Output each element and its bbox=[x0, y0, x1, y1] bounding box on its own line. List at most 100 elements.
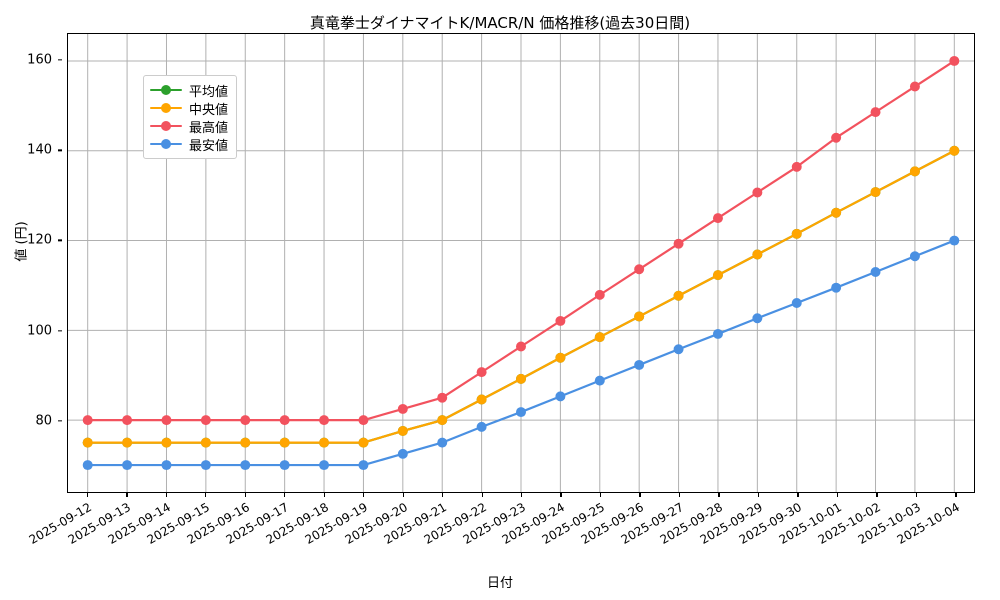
data-point bbox=[437, 392, 448, 403]
series-line bbox=[86, 149, 956, 444]
data-point bbox=[752, 313, 763, 324]
x-axis-tick-labels: 2025-09-12 2025-09-13 2025-09-14 2025-09-15… bbox=[26, 493, 975, 573]
x-tick-mark bbox=[718, 493, 720, 497]
data-point bbox=[634, 311, 645, 322]
data-point bbox=[831, 132, 842, 143]
data-point bbox=[791, 228, 802, 239]
y-tick-label: 80 bbox=[35, 413, 52, 429]
data-point bbox=[712, 328, 723, 339]
legend-item-3[interactable]: 最安値 bbox=[150, 135, 229, 154]
series-line bbox=[86, 149, 956, 444]
data-point bbox=[949, 235, 960, 246]
data-point bbox=[279, 437, 290, 448]
x-tick-mark bbox=[876, 493, 878, 497]
y-tick-label: 100 bbox=[27, 323, 52, 339]
data-point bbox=[319, 437, 330, 448]
legend-item-1[interactable]: 中央値 bbox=[150, 99, 229, 118]
data-point bbox=[516, 373, 526, 384]
x-axis-label: 日付 bbox=[486, 576, 513, 591]
data-point bbox=[358, 437, 369, 448]
data-point bbox=[634, 264, 645, 275]
data-point bbox=[82, 460, 93, 471]
data-point bbox=[319, 415, 330, 426]
grid-lines bbox=[68, 34, 974, 492]
legend-label: 中央値 bbox=[189, 102, 229, 118]
x-tick-mark bbox=[797, 493, 799, 497]
data-point bbox=[358, 460, 369, 471]
x-tick-mark bbox=[86, 493, 89, 497]
legend-swatch-icon bbox=[150, 84, 182, 96]
data-point bbox=[594, 289, 605, 300]
series-0 bbox=[82, 145, 960, 448]
data-point bbox=[870, 107, 881, 118]
data-point bbox=[870, 267, 881, 277]
x-tick-mark bbox=[521, 493, 523, 497]
data-point bbox=[397, 448, 408, 459]
x-tick-mark bbox=[955, 493, 957, 497]
x-tick-mark bbox=[757, 493, 760, 497]
data-point bbox=[831, 282, 842, 293]
data-point bbox=[161, 437, 172, 448]
y-tick-mark bbox=[58, 239, 62, 242]
data-point bbox=[122, 460, 133, 471]
data-point bbox=[397, 425, 408, 436]
data-point bbox=[949, 145, 960, 156]
data-point bbox=[358, 415, 369, 426]
data-point bbox=[397, 403, 408, 414]
data-point bbox=[673, 238, 684, 249]
data-point bbox=[437, 437, 448, 448]
data-point bbox=[200, 460, 211, 471]
data-point bbox=[240, 415, 251, 426]
data-point bbox=[161, 415, 172, 426]
legend-item-0[interactable]: 平均値 bbox=[150, 81, 228, 100]
data-point bbox=[752, 249, 763, 260]
x-tick-mark bbox=[126, 493, 128, 497]
x-tick-mark bbox=[323, 493, 325, 497]
data-point bbox=[909, 166, 920, 177]
x-tick-mark bbox=[402, 493, 404, 497]
data-point bbox=[752, 187, 763, 198]
y-axis-label: 値 (円) bbox=[14, 221, 30, 262]
legend-swatch-icon bbox=[150, 102, 182, 114]
legend-swatch-icon bbox=[150, 120, 182, 132]
legend-label: 最安値 bbox=[189, 138, 229, 154]
data-point bbox=[516, 407, 526, 418]
data-point bbox=[240, 437, 251, 448]
x-tick-mark bbox=[284, 493, 286, 497]
legend-swatch-icon bbox=[150, 138, 182, 150]
y-tick-label: 160 bbox=[27, 52, 52, 68]
data-point bbox=[279, 415, 290, 426]
data-point bbox=[673, 344, 684, 355]
data-point bbox=[200, 415, 211, 426]
data-point bbox=[122, 415, 133, 426]
data-point bbox=[949, 55, 960, 66]
y-tick-mark bbox=[58, 149, 62, 151]
x-tick-mark bbox=[560, 493, 562, 497]
legend-item-2[interactable]: 最高値 bbox=[150, 117, 228, 136]
x-tick-mark bbox=[205, 493, 207, 497]
x-tick-mark bbox=[481, 493, 483, 497]
data-point bbox=[161, 460, 172, 471]
x-tick-mark bbox=[244, 493, 246, 497]
data-point bbox=[791, 161, 802, 172]
data-series-layer bbox=[68, 34, 974, 492]
data-point bbox=[476, 421, 487, 432]
x-tick-mark bbox=[915, 493, 918, 497]
data-point bbox=[594, 332, 605, 343]
y-tick-mark bbox=[58, 420, 62, 422]
data-point bbox=[909, 81, 920, 92]
data-point bbox=[594, 375, 605, 386]
data-point bbox=[634, 359, 645, 370]
data-point bbox=[791, 297, 802, 308]
x-tick-mark bbox=[363, 493, 365, 497]
chart-title: 真竜拳士ダイナマイトK/MACR/N 価格推移(過去30日間) bbox=[309, 14, 691, 32]
x-tick-mark bbox=[836, 493, 839, 497]
x-tick-mark bbox=[678, 493, 681, 497]
data-point bbox=[476, 394, 487, 405]
data-point bbox=[712, 213, 723, 224]
data-point bbox=[555, 391, 566, 402]
data-point bbox=[555, 352, 566, 363]
x-tick-mark bbox=[639, 493, 641, 497]
series-2 bbox=[82, 55, 960, 426]
